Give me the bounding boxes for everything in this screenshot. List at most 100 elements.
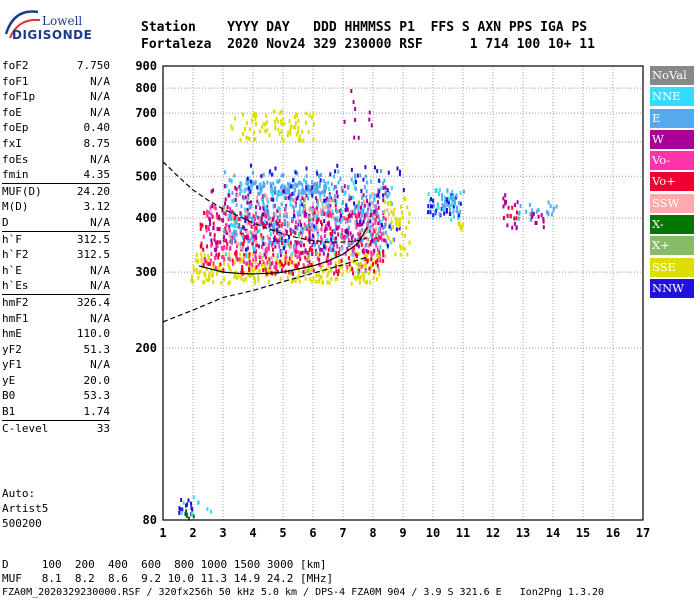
echo-point xyxy=(234,214,237,219)
echo-point xyxy=(283,213,286,218)
echo-point xyxy=(506,213,509,218)
echo-point xyxy=(261,213,264,218)
echo-point xyxy=(259,206,262,211)
echo-point xyxy=(242,242,245,247)
echo-point xyxy=(311,251,314,256)
echo-point xyxy=(507,205,510,210)
echo-point xyxy=(356,242,358,247)
echo-point xyxy=(369,194,372,198)
echo-point xyxy=(302,209,304,214)
echo-point xyxy=(288,270,291,274)
echo-point xyxy=(316,256,319,261)
echo-point xyxy=(321,222,323,227)
echo-point xyxy=(277,261,280,266)
echo-point xyxy=(374,220,377,225)
echo-point xyxy=(280,119,283,124)
echo-point xyxy=(218,214,220,219)
echo-point xyxy=(312,276,315,281)
echo-point xyxy=(280,191,283,196)
echo-point xyxy=(321,190,324,195)
echo-point xyxy=(255,113,258,118)
echo-point xyxy=(301,182,304,187)
echo-point xyxy=(220,268,222,273)
echo-point xyxy=(363,215,366,220)
echo-point xyxy=(452,193,455,198)
echo-point xyxy=(378,250,381,255)
echo-point xyxy=(349,231,352,236)
echo-point xyxy=(197,270,200,275)
echo-point xyxy=(392,211,395,216)
param-row: foF1 N/A xyxy=(2,74,110,90)
echo-point xyxy=(291,260,293,265)
echo-point xyxy=(364,243,367,248)
param-value: 312.5 xyxy=(76,248,110,262)
echo-point xyxy=(212,188,214,193)
echo-point xyxy=(234,197,237,202)
param-value: 8.75 xyxy=(83,136,111,150)
echo-point xyxy=(246,176,249,181)
echo-point xyxy=(320,235,323,240)
echo-point xyxy=(236,244,238,249)
echo-point xyxy=(239,245,242,250)
echo-point xyxy=(373,197,376,202)
echo-point xyxy=(185,509,188,514)
echo-point xyxy=(260,244,263,249)
echo-point xyxy=(280,262,283,267)
echo-point xyxy=(519,203,522,208)
param-row: yF1 N/A xyxy=(2,357,110,373)
param-row: foF1p N/A xyxy=(2,89,110,105)
echo-point xyxy=(246,230,248,235)
echo-point xyxy=(203,280,206,285)
param-name: foE xyxy=(2,105,22,119)
echo-point xyxy=(262,205,265,210)
echo-point xyxy=(317,253,320,258)
echo-point xyxy=(223,229,225,234)
echo-point xyxy=(371,192,374,197)
echo-point xyxy=(280,236,283,241)
echo-point xyxy=(525,209,528,214)
echo-point xyxy=(343,191,346,196)
echo-point xyxy=(214,256,217,261)
echo-point xyxy=(311,115,313,120)
echo-point xyxy=(251,269,254,274)
echo-point xyxy=(279,192,282,196)
echo-point xyxy=(452,198,455,203)
echo-point xyxy=(341,211,344,216)
echo-point xyxy=(212,221,215,226)
echo-point xyxy=(329,226,332,231)
echo-point xyxy=(349,196,352,200)
echo-point xyxy=(320,173,322,177)
echo-point xyxy=(307,224,310,228)
echo-point xyxy=(304,276,307,281)
echo-point xyxy=(257,278,260,283)
echo-point xyxy=(511,225,514,230)
echo-point xyxy=(309,276,312,281)
echo-point xyxy=(292,183,295,188)
echo-point xyxy=(370,250,373,255)
echo-point xyxy=(255,122,258,127)
echo-point xyxy=(278,232,281,237)
echo-point xyxy=(341,228,344,233)
echo-point xyxy=(266,234,269,239)
echo-point xyxy=(312,137,315,142)
echo-point xyxy=(319,263,322,268)
echo-point xyxy=(316,209,319,214)
echo-point xyxy=(291,270,294,275)
echo-point xyxy=(313,224,316,229)
legend-entry: E xyxy=(650,108,694,128)
param-name: foF1 xyxy=(2,74,29,88)
echo-point xyxy=(308,234,311,239)
echo-point xyxy=(366,209,369,214)
echo-point xyxy=(260,187,263,192)
echo-point xyxy=(298,241,301,246)
echo-point xyxy=(362,177,365,182)
echo-point xyxy=(337,269,340,274)
echo-point xyxy=(307,257,310,262)
echo-point xyxy=(373,193,376,198)
echo-point xyxy=(245,135,248,140)
echo-point xyxy=(315,251,318,256)
echo-point xyxy=(228,246,231,251)
echo-point xyxy=(339,176,342,181)
echo-point xyxy=(370,240,372,245)
echo-point xyxy=(275,219,278,224)
